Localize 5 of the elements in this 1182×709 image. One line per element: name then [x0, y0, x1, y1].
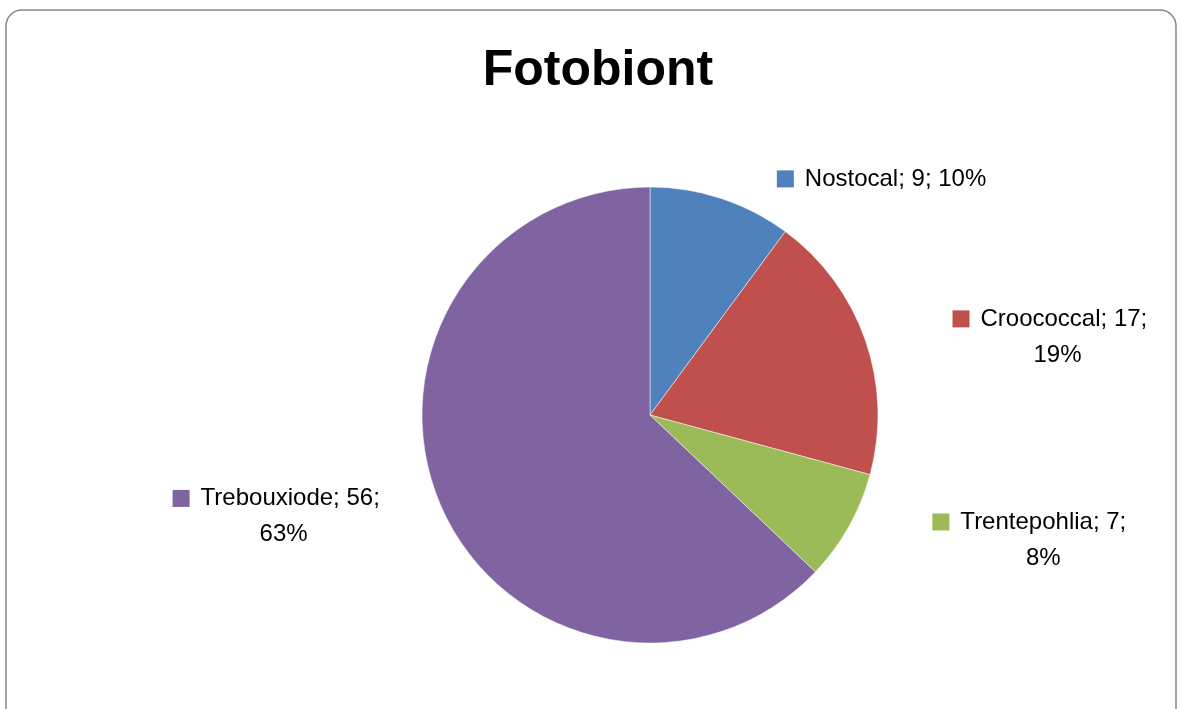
legend-label: Nostocal; 9; 10%	[804, 163, 987, 191]
legend-label: Croococcal; 17; 19%	[980, 303, 1148, 367]
legend-label: Trebouxiode; 56; 63%	[200, 483, 380, 547]
legend-label: Trentepohlia; 7; 8%	[960, 506, 1127, 570]
chart-title: Fotobiont	[482, 40, 714, 97]
